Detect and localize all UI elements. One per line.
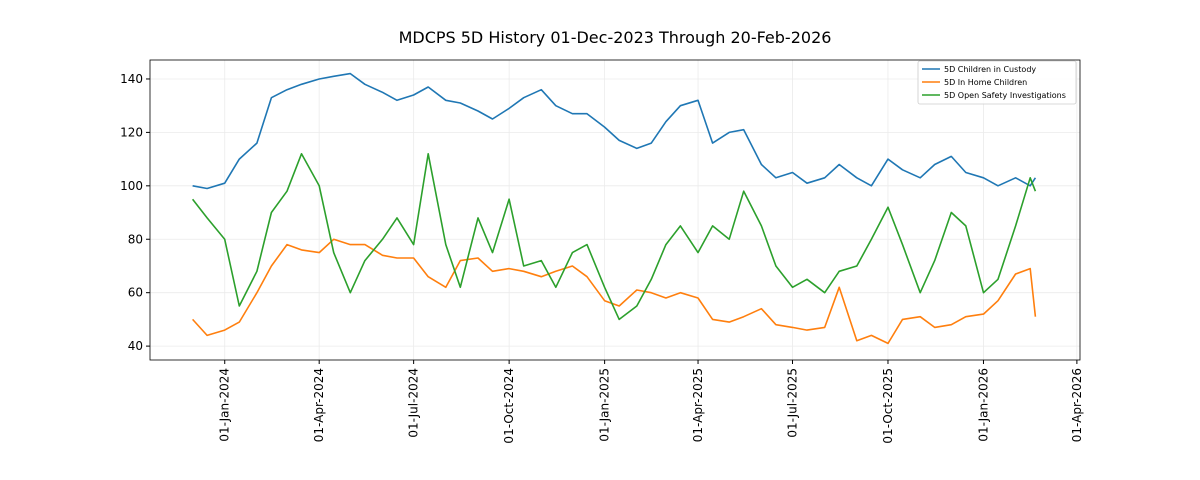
x-tick-label: 01-Apr-2024 bbox=[312, 368, 326, 442]
x-tick-label: 01-Oct-2024 bbox=[502, 368, 516, 444]
x-tick-label: 01-Jan-2026 bbox=[976, 368, 990, 442]
x-tick-label: 01-Jan-2024 bbox=[218, 368, 232, 442]
legend-box bbox=[917, 60, 1077, 105]
series-line bbox=[191, 153, 1037, 321]
x-tick-label: 01-Jan-2025 bbox=[598, 368, 612, 442]
y-tick-label: 140 bbox=[120, 72, 143, 86]
y-tick-label: 100 bbox=[120, 179, 143, 193]
x-tick-label: 01-Jul-2024 bbox=[407, 368, 421, 438]
series-line bbox=[192, 238, 1037, 345]
chart-title: MDCPS 5D History 01-Dec-2023 Through 20-… bbox=[399, 28, 832, 47]
plot-frame bbox=[149, 59, 1081, 361]
y-tick-label: 120 bbox=[120, 125, 143, 139]
y-tick-label: 40 bbox=[128, 339, 143, 353]
x-tick-label: 01-Jul-2025 bbox=[785, 368, 799, 438]
y-tick-label: 60 bbox=[128, 286, 143, 300]
x-tick-label: 01-Apr-2025 bbox=[691, 368, 705, 442]
x-tick-label: 01-Oct-2025 bbox=[881, 368, 895, 444]
y-tick-label: 80 bbox=[128, 232, 143, 246]
legend: 5D Children in Custody 5D In Home Childre… bbox=[917, 60, 1077, 105]
legend-label: 5D In Home Children bbox=[944, 78, 1027, 87]
legend-label: 5D Open Safety Investigations bbox=[944, 91, 1066, 100]
legend-label: 5D Children in Custody bbox=[944, 65, 1036, 74]
series-line bbox=[192, 72, 1037, 190]
x-tick-label: 01-Apr-2026 bbox=[1070, 368, 1084, 442]
